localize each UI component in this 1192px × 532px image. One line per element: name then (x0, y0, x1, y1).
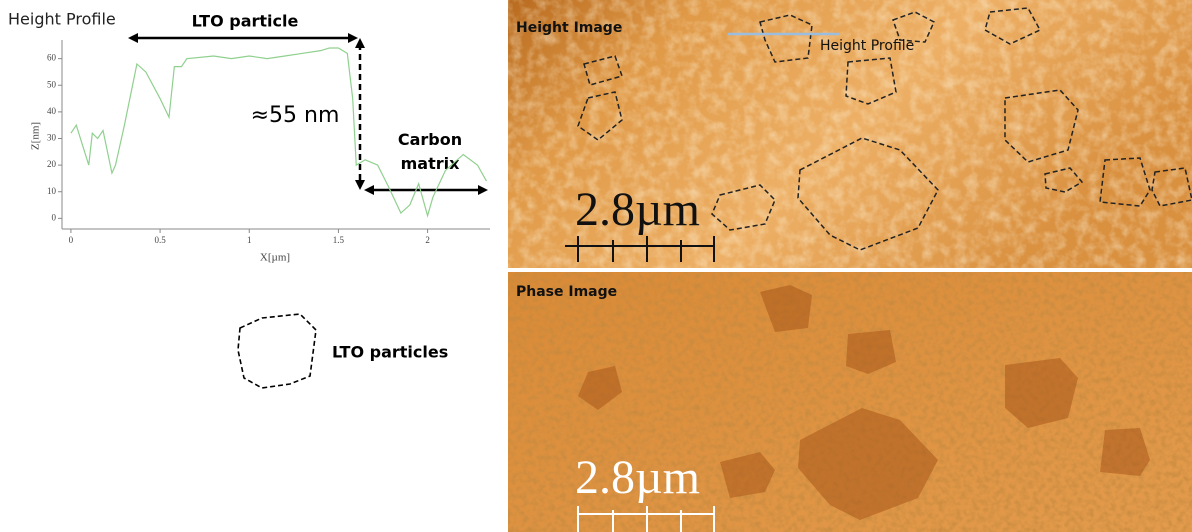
y-tick-label: 20 (47, 159, 57, 169)
y-tick-label: 50 (47, 79, 57, 89)
x-tick-label: 0.5 (154, 235, 166, 245)
x-tick-label: 2 (425, 235, 430, 245)
legend-label: LTO particles (332, 343, 448, 362)
profile-line (70, 47, 487, 218)
annotation: Carbon matrix (397, 130, 463, 173)
x-tick-label: 0 (69, 235, 74, 245)
panel-title: Height Image (516, 20, 622, 36)
y-tick-label: 30 (47, 133, 57, 143)
annotation: LTO particle (192, 12, 299, 31)
chart-title: Height Profile (8, 10, 116, 29)
annotation-box: Carbon matrix (397, 130, 463, 173)
y-tick-label: 60 (47, 53, 57, 63)
height-image (508, 0, 1192, 268)
y-tick-label: 40 (47, 106, 57, 116)
annotation-arrows (128, 33, 488, 195)
panel-title: Phase Image (516, 284, 617, 300)
profile-label: Height Profile (820, 38, 914, 54)
y-axis-label: Z[nm] (30, 122, 42, 150)
x-axis-label: X[µm] (260, 252, 290, 264)
x-tick-label: 1.5 (333, 235, 345, 245)
x-tick-label: 1 (247, 235, 252, 245)
legend-symbol (237, 313, 317, 389)
scale-bar-label: 2.8µm (575, 451, 700, 504)
scale-bar-label: 2.8µm (575, 183, 700, 236)
phase-image (508, 272, 1192, 532)
annotation: ≈55 nm (251, 103, 340, 128)
y-tick-label: 10 (47, 186, 57, 196)
y-tick-label: 0 (52, 212, 57, 222)
